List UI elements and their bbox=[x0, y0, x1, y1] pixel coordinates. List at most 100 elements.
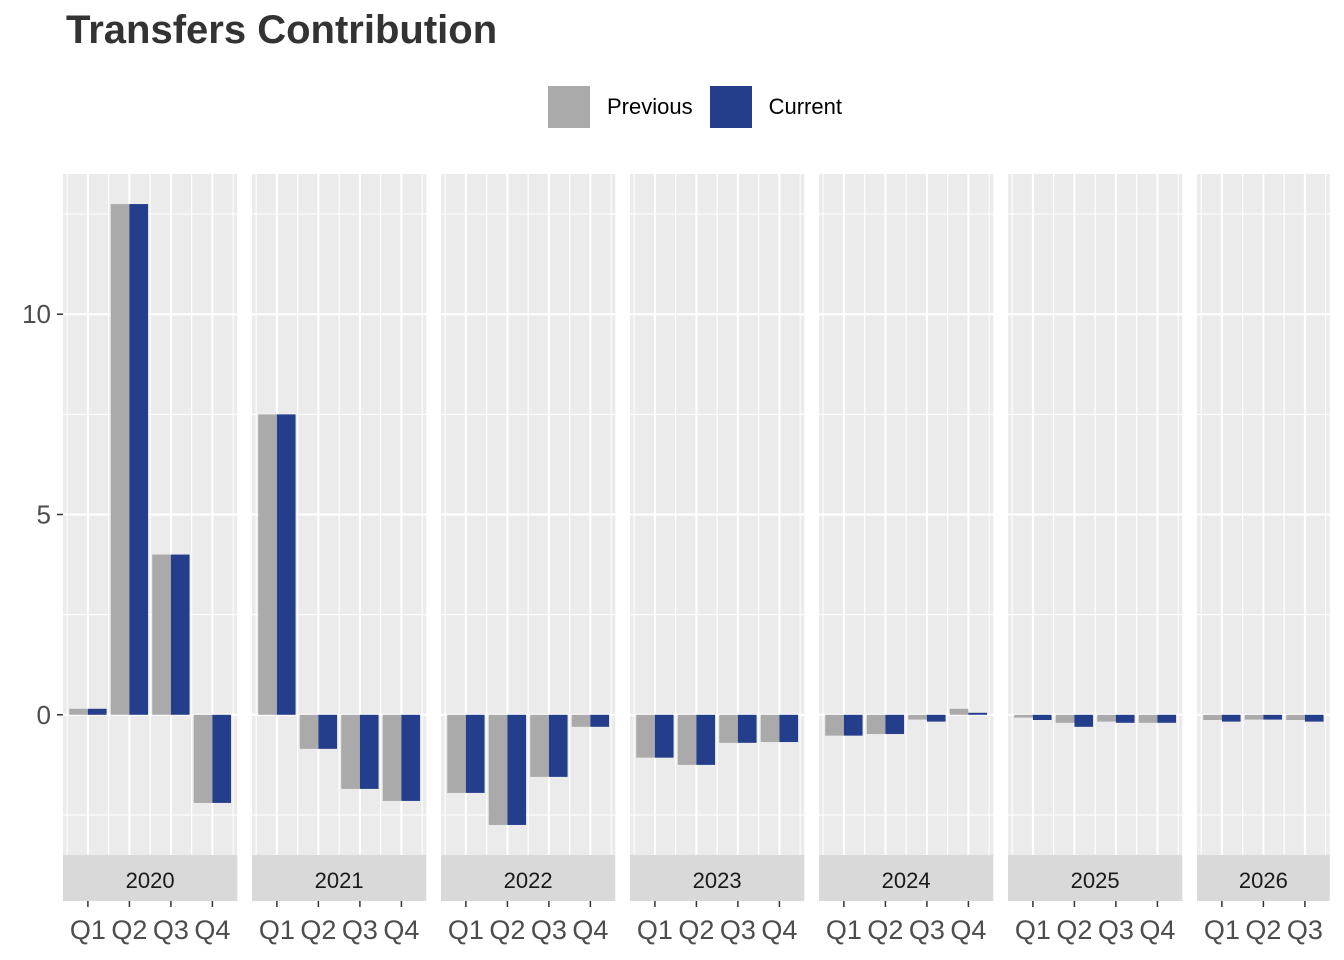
bar-2020-Q2-current bbox=[129, 204, 149, 715]
x-tick-label-2022-Q2: Q2 bbox=[489, 915, 525, 945]
bar-2020-Q1-current bbox=[87, 708, 107, 715]
bar-2025-Q4-previous bbox=[1138, 714, 1158, 723]
bar-2021-Q4-current bbox=[401, 714, 421, 801]
bar-2021-Q2-previous bbox=[299, 714, 319, 749]
x-tick-label-2025-Q3: Q3 bbox=[1098, 915, 1134, 945]
bar-2024-Q4-previous bbox=[949, 708, 969, 715]
bar-2023-Q2-current bbox=[696, 714, 716, 765]
x-tick-label-2024-Q4: Q4 bbox=[950, 915, 986, 945]
x-tick-label-2026-Q2: Q2 bbox=[1245, 915, 1281, 945]
x-tick-label-2021-Q2: Q2 bbox=[300, 915, 336, 945]
facet-strip-2021 bbox=[252, 855, 427, 901]
bar-2025-Q1-previous bbox=[1014, 714, 1033, 718]
chart-title: Transfers Contribution bbox=[66, 8, 498, 52]
bar-2020-Q1-previous bbox=[69, 708, 88, 715]
bar-2024-Q1-previous bbox=[825, 714, 844, 736]
x-tick-label-2023-Q4: Q4 bbox=[761, 915, 797, 945]
y-tick-label-5: 5 bbox=[37, 500, 51, 530]
facet-label-2024: 2024 bbox=[882, 868, 931, 893]
bar-2020-Q4-current bbox=[212, 714, 232, 803]
x-tick-label-2020-Q1: Q1 bbox=[70, 915, 106, 945]
bar-2022-Q4-current bbox=[590, 714, 610, 727]
bar-2026-Q1-current bbox=[1221, 714, 1241, 722]
legend-label-previous: Previous bbox=[607, 94, 693, 119]
x-tick-label-2025-Q1: Q1 bbox=[1015, 915, 1051, 945]
bar-2025-Q2-previous bbox=[1055, 714, 1075, 723]
bar-2023-Q1-current bbox=[654, 714, 674, 758]
bar-2022-Q1-previous bbox=[447, 714, 466, 793]
x-tick-label-2025-Q4: Q4 bbox=[1139, 915, 1175, 945]
facet-strip-2024 bbox=[819, 855, 994, 901]
bar-2026-Q2-current bbox=[1263, 714, 1283, 720]
x-tick-label-2023-Q1: Q1 bbox=[637, 915, 673, 945]
bar-2023-Q3-previous bbox=[719, 714, 738, 743]
facet-label-2022: 2022 bbox=[504, 868, 553, 893]
facet-strip-2020 bbox=[63, 855, 238, 901]
bar-2021-Q3-previous bbox=[341, 714, 360, 789]
bar-2026-Q2-previous bbox=[1244, 714, 1264, 720]
bar-2021-Q1-current bbox=[276, 414, 296, 715]
legend-key-previous bbox=[547, 85, 591, 129]
bar-2023-Q3-current bbox=[737, 714, 757, 743]
x-tick-label-2020-Q4: Q4 bbox=[194, 915, 230, 945]
bar-2024-Q4-current bbox=[968, 712, 988, 715]
bar-2024-Q1-current bbox=[843, 714, 863, 736]
facet-label-2025: 2025 bbox=[1071, 868, 1120, 893]
bar-2024-Q2-previous bbox=[866, 714, 886, 735]
bar-2023-Q4-previous bbox=[760, 714, 780, 743]
legend-key-current bbox=[708, 85, 753, 129]
bar-2020-Q2-previous bbox=[110, 204, 130, 715]
bar-2020-Q3-previous bbox=[152, 554, 171, 715]
bar-2023-Q1-previous bbox=[636, 714, 655, 758]
bar-2021-Q4-previous bbox=[382, 714, 402, 801]
bar-2022-Q3-previous bbox=[530, 714, 549, 777]
bar-2022-Q2-previous bbox=[488, 714, 508, 825]
bar-2022-Q4-previous bbox=[571, 714, 591, 727]
x-tick-label-2023-Q2: Q2 bbox=[678, 915, 714, 945]
facet-strip-2023 bbox=[630, 855, 805, 901]
x-tick-label-2026-Q1: Q1 bbox=[1204, 915, 1240, 945]
legend-label-current: Current bbox=[768, 94, 842, 119]
bar-2022-Q1-current bbox=[465, 714, 485, 793]
x-tick-label-2022-Q3: Q3 bbox=[531, 915, 567, 945]
x-tick-label-2024-Q1: Q1 bbox=[826, 915, 862, 945]
bar-2024-Q2-current bbox=[885, 714, 905, 735]
facet-label-2023: 2023 bbox=[693, 868, 742, 893]
facet-label-2020: 2020 bbox=[126, 868, 175, 893]
bar-2021-Q2-current bbox=[318, 714, 338, 749]
facet-strip-2026 bbox=[1197, 855, 1330, 901]
bar-2020-Q3-current bbox=[170, 554, 190, 715]
bar-2024-Q3-current bbox=[926, 714, 946, 722]
bar-2025-Q3-previous bbox=[1097, 714, 1116, 722]
x-tick-label-2022-Q4: Q4 bbox=[572, 915, 608, 945]
x-tick-label-2021-Q1: Q1 bbox=[259, 915, 295, 945]
legend: Previous Current bbox=[547, 85, 858, 129]
bar-2023-Q2-previous bbox=[677, 714, 697, 765]
y-tick-label-10: 10 bbox=[22, 299, 51, 329]
x-tick-label-2020-Q2: Q2 bbox=[111, 915, 147, 945]
bar-2026-Q1-previous bbox=[1203, 714, 1222, 721]
bar-2025-Q1-current bbox=[1032, 714, 1052, 721]
bar-2020-Q4-previous bbox=[193, 714, 213, 803]
x-tick-label-2022-Q1: Q1 bbox=[448, 915, 484, 945]
bar-2026-Q3-current bbox=[1304, 714, 1324, 722]
x-tick-label-2026-Q3: Q3 bbox=[1287, 915, 1323, 945]
x-tick-label-2024-Q2: Q2 bbox=[867, 915, 903, 945]
bar-2022-Q2-current bbox=[507, 714, 527, 825]
facet-strip-2022 bbox=[441, 855, 616, 901]
x-tick-label-2021-Q4: Q4 bbox=[383, 915, 419, 945]
y-tick-label-0: 0 bbox=[37, 700, 51, 730]
bar-2026-Q3-previous bbox=[1286, 714, 1305, 721]
facet-label-2021: 2021 bbox=[315, 868, 364, 893]
bar-2023-Q4-current bbox=[779, 714, 799, 743]
x-tick-label-2023-Q3: Q3 bbox=[720, 915, 756, 945]
bar-2025-Q3-current bbox=[1115, 714, 1135, 723]
bar-2025-Q2-current bbox=[1074, 714, 1094, 727]
bar-2025-Q4-current bbox=[1157, 714, 1177, 723]
x-tick-label-2020-Q3: Q3 bbox=[153, 915, 189, 945]
bar-2024-Q3-previous bbox=[908, 714, 927, 720]
bar-2021-Q3-current bbox=[359, 714, 379, 789]
facet-label-2026: 2026 bbox=[1239, 868, 1288, 893]
x-tick-label-2024-Q3: Q3 bbox=[909, 915, 945, 945]
